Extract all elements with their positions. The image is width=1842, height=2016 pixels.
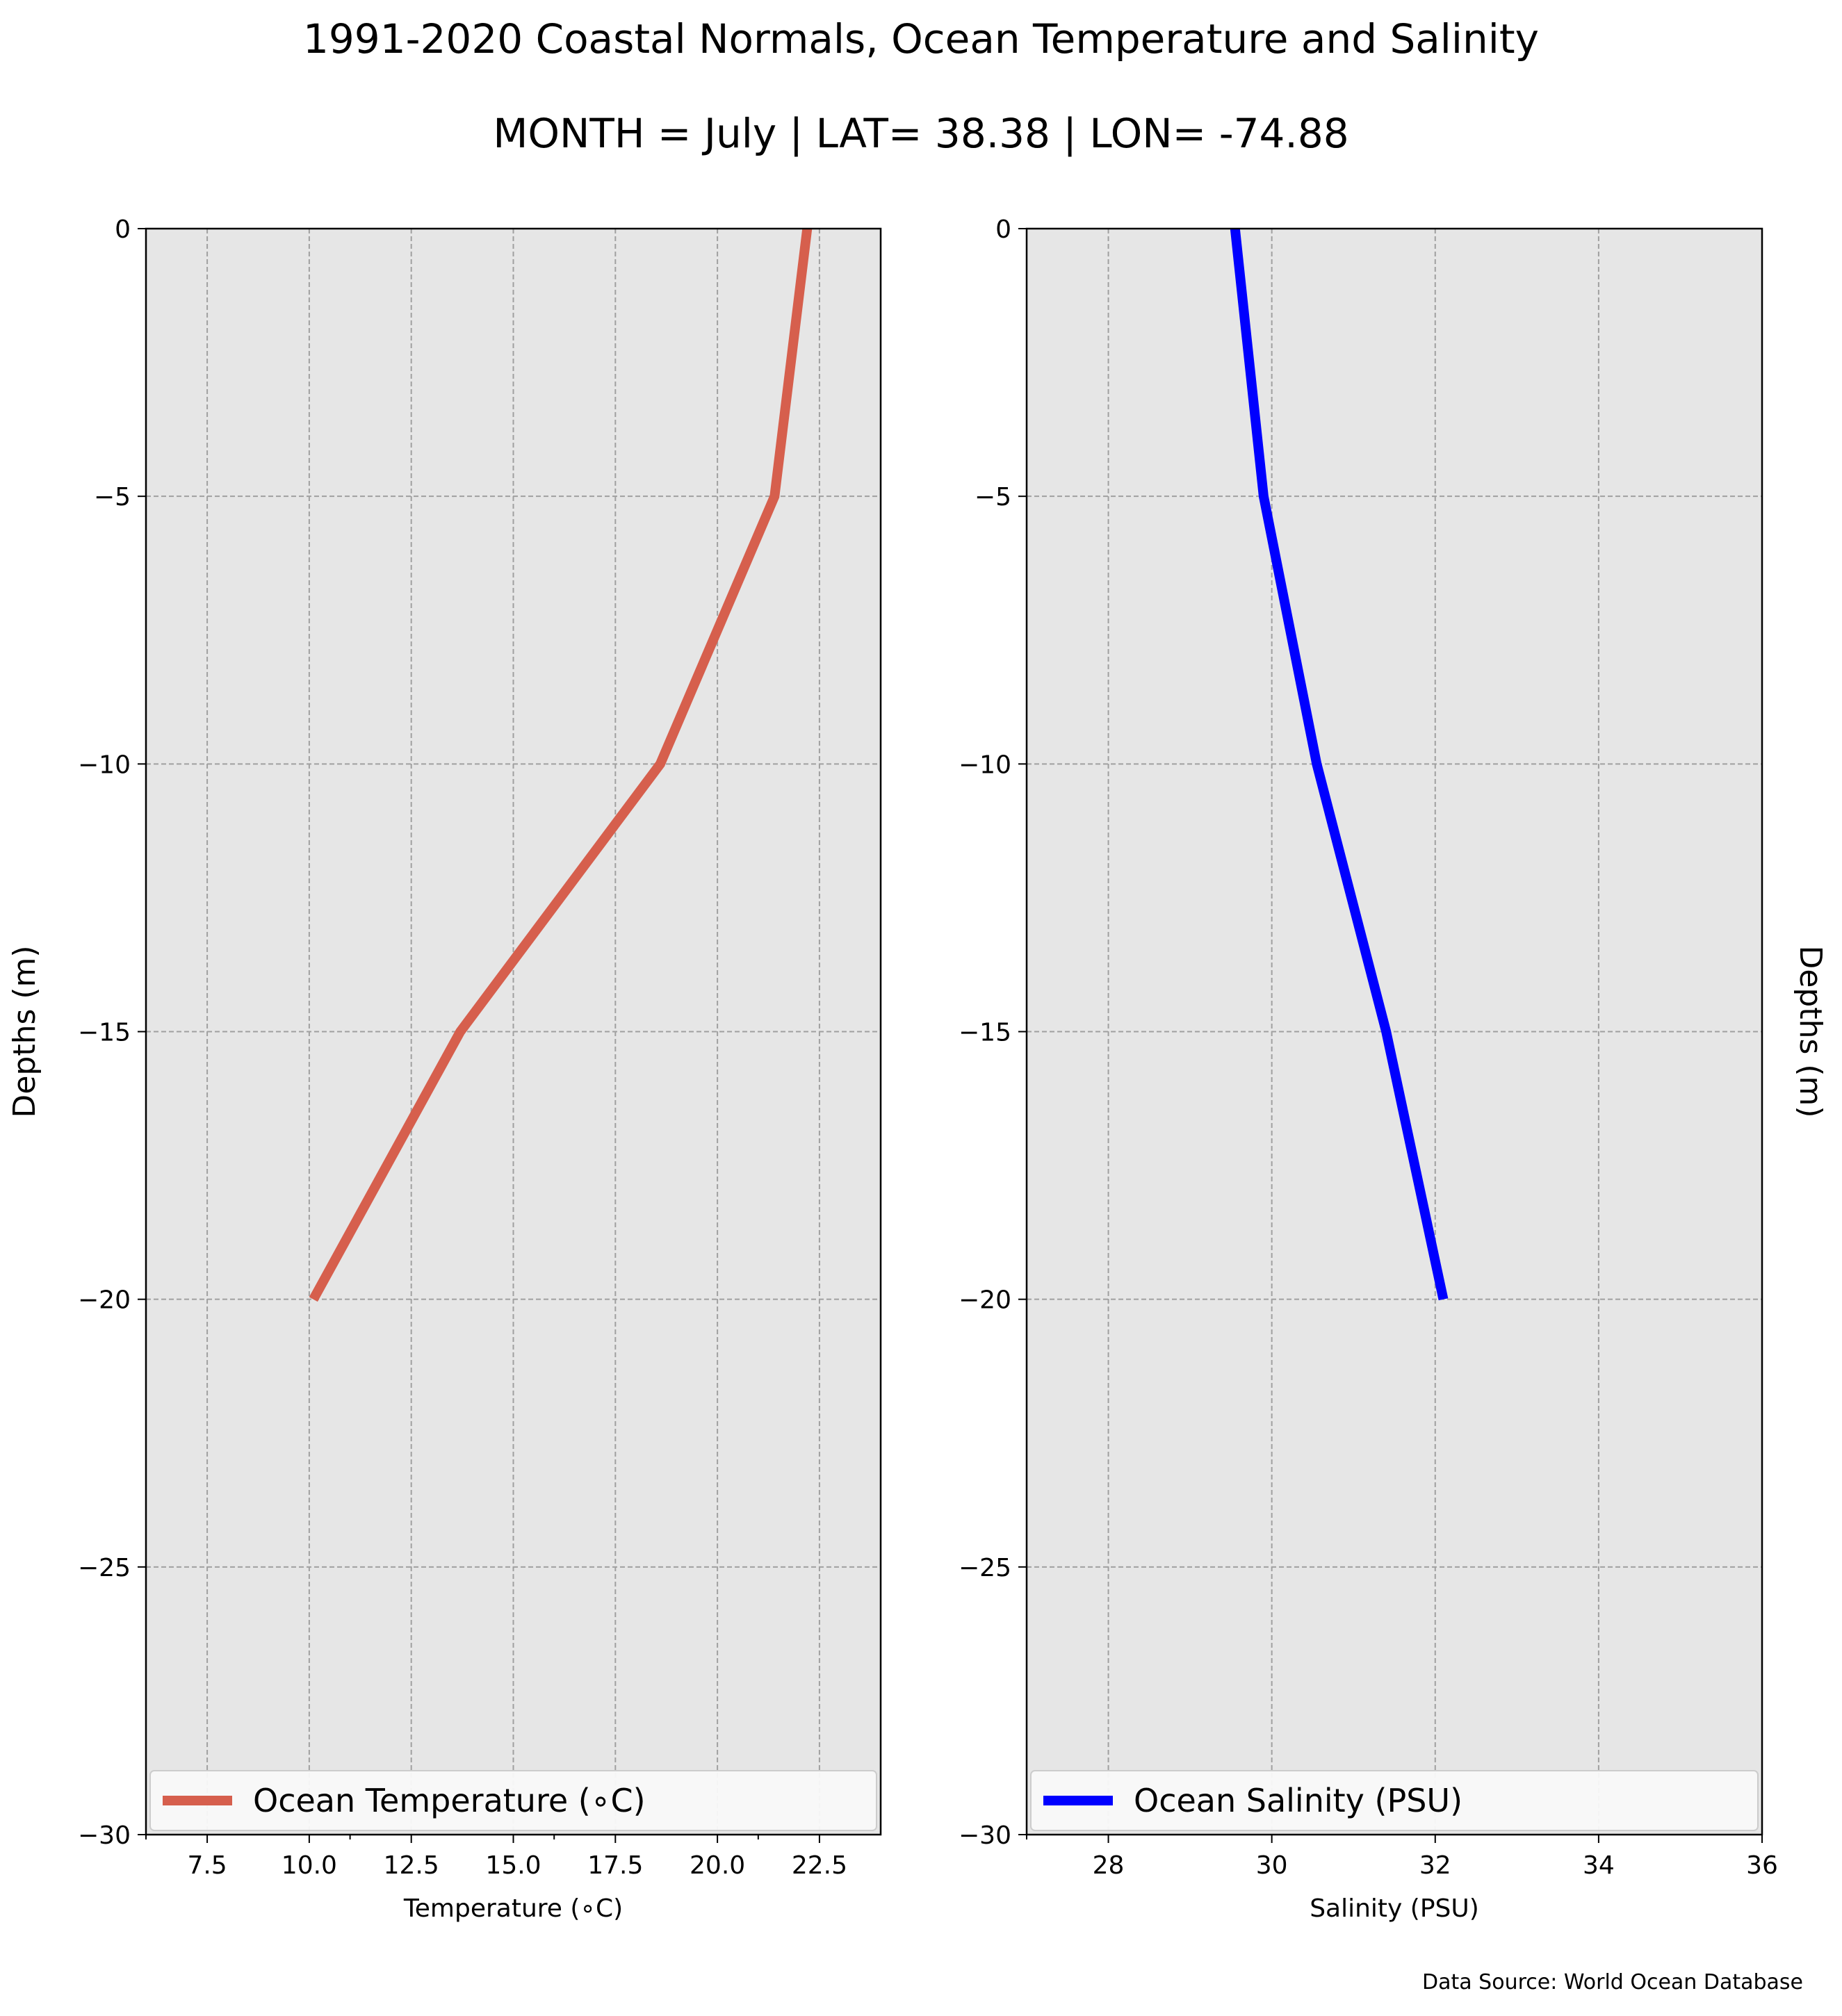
temperature-y-tick-label: 0	[115, 215, 131, 244]
chart-subtitle: MONTH = July | LAT= 38.38 | LON= -74.88	[493, 110, 1349, 157]
temperature-x-axis-label: Temperature (∘C)	[403, 1894, 623, 1923]
salinity-x-tick-label: 34	[1583, 1851, 1615, 1880]
data-source-note: Data Source: World Ocean Database	[1422, 1970, 1803, 1994]
salinity-series-line	[1230, 228, 1449, 1301]
salinity-x-tick-label: 28	[1093, 1851, 1125, 1880]
temperature-x-tick-label: 10.0	[282, 1851, 337, 1880]
temperature-y-tick-label: −10	[78, 751, 131, 779]
salinity-y-tick-label: −20	[959, 1286, 1011, 1315]
salinity-y-tick-label: 0	[995, 215, 1011, 244]
temperature-x-tick-label: 20.0	[690, 1851, 745, 1880]
chart-title: 1991-2020 Coastal Normals, Ocean Tempera…	[303, 15, 1539, 63]
salinity-legend	[1030, 1770, 1759, 1831]
salinity-y-tick-label: −15	[959, 1019, 1011, 1047]
temperature-y-tick-label: −5	[94, 483, 131, 511]
temperature-x-tick-label: 12.5	[384, 1851, 439, 1880]
salinity-y-tick-label: −25	[959, 1554, 1011, 1582]
salinity-x-axis-label: Salinity (PSU)	[1310, 1894, 1479, 1923]
salinity-x-tick-label: 32	[1419, 1851, 1451, 1880]
salinity-y-tick-label: −5	[975, 483, 1011, 511]
salinity-x-tick-label: 30	[1256, 1851, 1288, 1880]
temperature-x-tick-label: 22.5	[792, 1851, 847, 1880]
temperature-y-axis-label: Depths (m)	[7, 945, 42, 1117]
salinity-y-tick-label: −30	[959, 1821, 1011, 1850]
salinity-y-tick-label: −10	[959, 751, 1011, 779]
salinity-x-tick-label: 36	[1746, 1851, 1778, 1880]
salinity-legend-label: Ocean Salinity (PSU)	[1134, 1782, 1462, 1819]
temperature-y-tick-label: −30	[78, 1821, 131, 1850]
salinity-y-axis-label: Depths (m)	[1793, 945, 1828, 1117]
temperature-legend-label: Ocean Temperature (∘C)	[253, 1782, 646, 1819]
temperature-x-tick-label: 7.5	[187, 1851, 227, 1880]
temperature-y-tick-label: −15	[78, 1019, 131, 1047]
temperature-legend	[149, 1770, 877, 1831]
temperature-x-tick-label: 17.5	[587, 1851, 643, 1880]
temperature-y-tick-label: −20	[78, 1286, 131, 1315]
temperature-series-line	[309, 228, 813, 1302]
temperature-y-tick-label: −25	[78, 1554, 131, 1582]
temperature-x-tick-label: 15.0	[485, 1851, 541, 1880]
